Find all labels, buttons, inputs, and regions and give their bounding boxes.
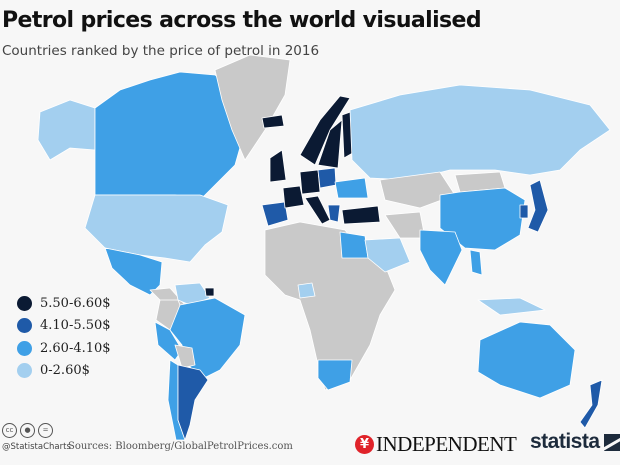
country-egypt (339, 231, 369, 259)
attribution-icon: ● (20, 423, 35, 438)
country-poland (317, 167, 337, 189)
legend-dot (17, 318, 32, 334)
legend-dot (17, 295, 32, 311)
country-new-zealand (579, 379, 603, 429)
country-spain (261, 201, 289, 227)
country-greece (327, 204, 341, 223)
legend-label: 0-2.60$ (40, 363, 90, 379)
legend-item: 2.60-4.10$ (17, 337, 111, 360)
legend-label: 4.10-5.50$ (40, 318, 111, 334)
country-thailand (469, 249, 483, 276)
legend-dot (17, 363, 32, 379)
country-australia (477, 321, 576, 399)
statista-wordmark: statista (530, 430, 600, 453)
country-suriname (204, 287, 215, 297)
country-japan (527, 179, 549, 233)
country-turkey (341, 205, 381, 225)
independent-wordmark: INDEPENDENT (376, 432, 517, 456)
page-title: Petrol prices across the world visualise… (2, 8, 482, 33)
source-note: Sources: Bloomberg/GlobalPetrolPrices.co… (68, 441, 293, 452)
statista-logo: statista (530, 430, 620, 454)
country-russia (349, 84, 611, 181)
country-germany (299, 169, 321, 195)
country-nigeria (297, 282, 316, 299)
country-norway (299, 95, 351, 166)
country-iceland (261, 114, 285, 129)
independent-logo: ¥ INDEPENDENT (355, 432, 517, 457)
country-greenland (214, 54, 291, 161)
country-saudi-arabia (364, 237, 411, 273)
legend-dot (17, 340, 32, 356)
country-kazakhstan (379, 171, 456, 209)
country-indonesia (477, 297, 546, 316)
country-united-states (84, 194, 229, 263)
country-argentina (177, 364, 209, 441)
country-france (282, 185, 305, 209)
statista-mark-icon (603, 433, 620, 451)
legend-item: 0-2.60$ (17, 360, 111, 383)
legend-item: 4.10-5.50$ (17, 315, 111, 338)
legend: 5.50-6.60$ 4.10-5.50$ 2.60-4.10$ 0-2.60$ (17, 292, 111, 382)
country-south-korea (519, 204, 529, 219)
page-subtitle: Countries ranked by the price of petrol … (2, 43, 320, 59)
country-india (419, 229, 463, 286)
eagle-icon: ¥ (355, 435, 374, 454)
country-italy (304, 195, 331, 225)
no-derivatives-icon: = (38, 423, 53, 438)
creative-commons-icons: cc ● = (2, 423, 53, 438)
country-alaska (37, 99, 96, 161)
country-south-africa (317, 359, 353, 391)
legend-label: 2.60-4.10$ (40, 340, 111, 356)
legend-label: 5.50-6.60$ (40, 295, 111, 311)
country-ukraine (334, 177, 369, 199)
cc-icon: cc (2, 423, 17, 438)
legend-item: 5.50-6.60$ (17, 292, 111, 315)
statista-handle: @StatistaCharts (2, 442, 71, 452)
country-iran (384, 211, 426, 239)
country-united-kingdom (269, 149, 287, 183)
country-bolivia (174, 344, 196, 369)
